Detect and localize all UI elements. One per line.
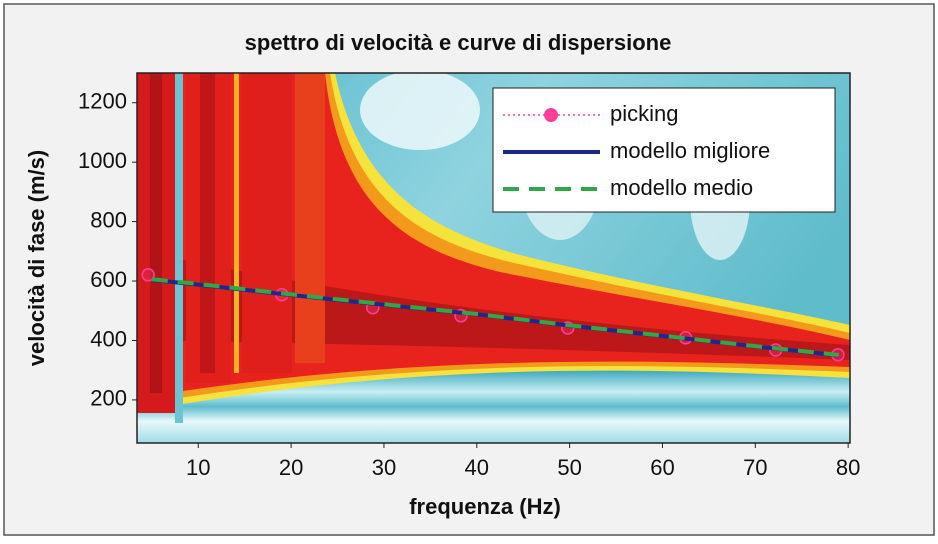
y-tick-label: 1000	[78, 148, 127, 173]
x-tick-label: 60	[650, 455, 674, 480]
chart: spettro di velocità e curve di dispersio…	[0, 0, 938, 539]
x-tick-label: 30	[372, 455, 396, 480]
chart-title: spettro di velocità e curve di dispersio…	[245, 30, 672, 55]
legend-label: modello medio	[610, 175, 753, 200]
x-tick-label: 50	[557, 455, 581, 480]
y-axis-label: velocità di fase (m/s)	[24, 150, 49, 366]
legend-label: picking	[610, 101, 678, 126]
y-tick-label: 1200	[78, 89, 127, 114]
x-tick-label: 70	[743, 455, 767, 480]
y-tick-label: 600	[90, 267, 127, 292]
legend-marker	[544, 108, 558, 122]
legend-label: modello migliore	[610, 138, 770, 163]
x-tick-label: 40	[465, 455, 489, 480]
x-axis-label: frequenza (Hz)	[409, 494, 561, 519]
y-tick-label: 200	[90, 386, 127, 411]
x-tick-label: 20	[279, 455, 303, 480]
y-tick-label: 400	[90, 326, 127, 351]
x-tick-label: 80	[836, 455, 860, 480]
x-tick-label: 10	[186, 455, 210, 480]
y-tick-label: 800	[90, 207, 127, 232]
